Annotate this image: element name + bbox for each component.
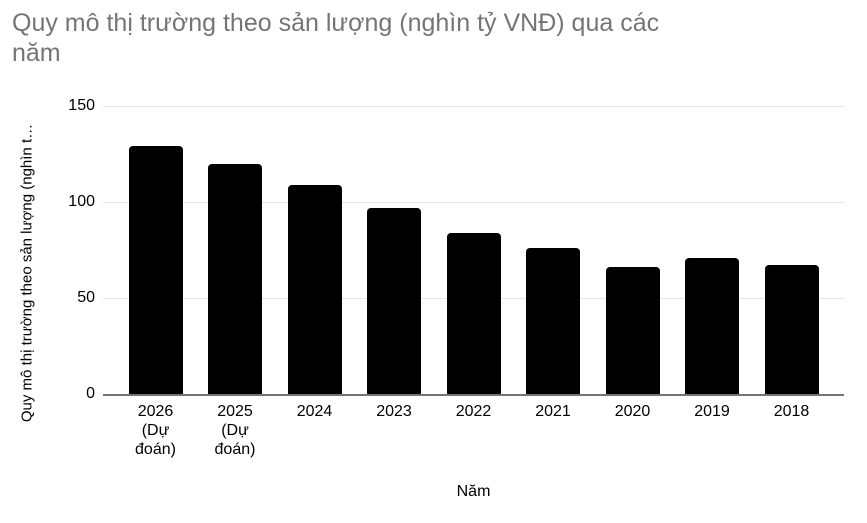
x-tick-label-2024: 2024	[296, 403, 333, 420]
y-tick-label-50: 50	[77, 289, 95, 306]
chart-title: Quy mô thị trường theo sản lượng (nghìn …	[12, 9, 660, 67]
bar-2023	[367, 207, 421, 394]
x-tick-label-2020: 2020	[614, 403, 651, 420]
bar-2021	[526, 248, 580, 394]
gridline-150	[103, 106, 844, 107]
x-tick-label-2023: 2023	[376, 403, 412, 420]
bar-2018	[764, 265, 819, 394]
plot-area	[103, 106, 844, 396]
x-tick-label-2018: 2018	[773, 403, 810, 420]
bar-2019	[685, 257, 739, 394]
x-tick-label-2022: 2022	[455, 403, 492, 420]
bar-2022	[446, 232, 501, 394]
x-tick-label-2019: 2019	[694, 403, 730, 420]
y-tick-label-150: 150	[68, 97, 95, 114]
bar-2020	[605, 267, 660, 394]
bar-2024	[287, 184, 342, 394]
y-tick-label-0: 0	[86, 385, 95, 402]
x-tick-label-2026: 2026 (Dự đoán)	[135, 403, 176, 458]
bar-2026	[128, 146, 183, 394]
y-axis-title: Quy mô thị trường theo sản lượng (nghìn …	[18, 123, 36, 423]
gridline-100	[103, 202, 844, 203]
bar-2025	[208, 163, 262, 394]
x-axis-title: Năm	[456, 483, 491, 500]
x-tick-label-2025: 2025 (Dự đoán)	[214, 403, 256, 458]
x-tick-label-2021: 2021	[535, 403, 571, 420]
y-tick-label-100: 100	[68, 193, 95, 210]
